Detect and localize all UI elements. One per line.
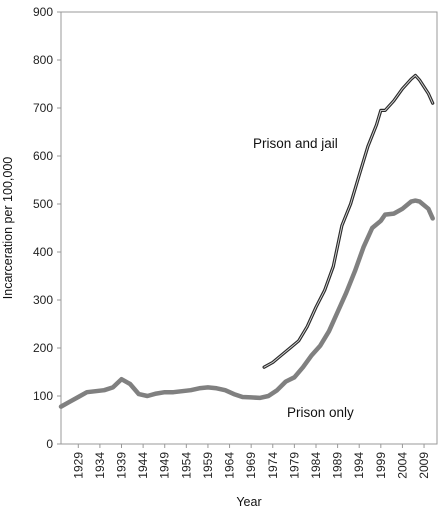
y-axis: 0 100 200 300 400 500 600 700 800 900: [33, 5, 61, 451]
x-tick-label: 1979: [287, 452, 301, 479]
x-axis: 1929 1934 1939 1944 1949 1954 1959 1964 1969 1974…: [71, 444, 431, 479]
x-tick-label: 1944: [136, 452, 150, 479]
x-axis-title: Year: [236, 495, 261, 509]
y-axis-title: Incarceration per 100,000: [1, 157, 15, 300]
y-tick-label: 0: [46, 437, 53, 451]
y-tick-label: 700: [33, 101, 53, 115]
x-tick-label: 1939: [115, 452, 129, 479]
x-tick-label: 2009: [417, 452, 431, 479]
y-tick-label: 800: [33, 53, 53, 67]
x-tick-label: 1984: [309, 452, 323, 479]
y-tick-label: 300: [33, 293, 53, 307]
x-tick-label: 1929: [71, 452, 85, 479]
x-tick-label: 1934: [93, 452, 107, 479]
x-tick-label: 1994: [352, 452, 366, 479]
y-tick-label: 200: [33, 341, 53, 355]
y-tick-label: 400: [33, 245, 53, 259]
y-tick-label: 900: [33, 5, 53, 19]
annotation-prison-only: Prison only: [287, 405, 354, 420]
x-tick-label: 2004: [395, 452, 409, 479]
x-tick-label: 1954: [179, 452, 193, 479]
y-tick-label: 600: [33, 149, 53, 163]
series-line-prison-and-jail: [262, 73, 435, 369]
plot-area-frame: [60, 11, 438, 445]
x-tick-label: 1969: [244, 452, 258, 479]
series-line-core-prison-and-jail: [263, 74, 434, 368]
x-tick-label: 1989: [331, 452, 345, 479]
x-tick-label: 1949: [158, 452, 172, 479]
x-tick-label: 1999: [374, 452, 388, 479]
series-line-prison-only: [58, 198, 435, 409]
y-tick-label: 500: [33, 197, 53, 211]
x-tick-label: 1959: [201, 452, 215, 479]
series-layer: [58, 73, 435, 409]
x-tick-label: 1974: [266, 452, 280, 479]
annotation-prison-and-jail: Prison and jail: [253, 136, 338, 151]
y-tick-label: 100: [33, 389, 53, 403]
x-tick-label: 1964: [223, 452, 237, 479]
